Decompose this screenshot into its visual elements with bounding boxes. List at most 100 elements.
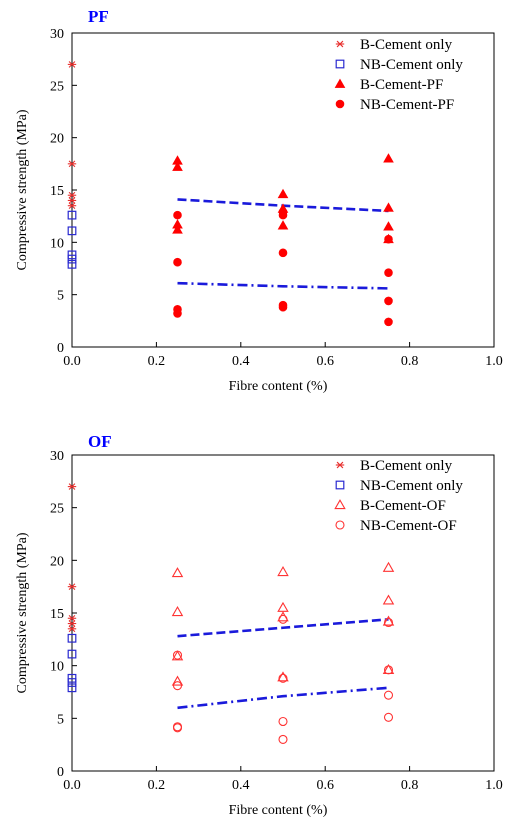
y-tick-label: 10 [50,660,64,675]
data-point [277,188,289,199]
data-point [383,690,394,700]
trend-line-dash-dot [177,686,389,710]
legend-label: B-Cement only [360,37,453,53]
data-point [277,671,289,682]
x-axis-label: Fibre content (%) [229,379,328,394]
data-point [278,716,288,727]
data-point [172,650,183,660]
data-point [382,615,395,626]
data-point [67,197,77,204]
data-point [67,625,77,633]
data-point [278,248,288,258]
data-point [172,681,183,691]
trend-line-dashed [177,618,389,638]
x-tick-label: 0.4 [232,354,250,369]
data-point [277,220,289,230]
x-tick-label: 0.2 [148,778,166,793]
legend-label: B-Cement-OF [360,498,446,514]
chart-panel-pf: 0 5 10 15 20 25 30 0.0 0.2 0.4 0.6 0.8 1.0 Fibre cont… [15,7,503,394]
legend-marker [335,520,345,530]
y-axis-label: Compressive strength (MPa) [15,109,30,270]
data-point [382,561,395,572]
data-point [67,191,77,199]
y-tick-label: 10 [50,236,64,251]
trend-line-dash-dot [177,281,389,290]
data-point [67,583,77,590]
data-point [67,259,77,269]
data-point [171,567,184,578]
data-point [384,317,393,327]
legend-marker [334,499,346,510]
data-point [67,61,77,68]
data-point [172,224,183,234]
data-point [278,614,288,624]
legend-label: NB-Cement only [360,478,463,494]
data-point [172,161,183,171]
data-point [173,257,182,267]
data-point [67,678,77,687]
panel-title: OF [88,432,112,451]
data-point [173,210,182,220]
data-point [171,606,184,617]
legend-marker [334,78,346,88]
x-tick-label: 0.6 [316,778,334,793]
data-point [172,723,183,733]
data-point [278,734,288,744]
legend-label: NB-Cement only [360,57,463,73]
data-point [67,483,77,490]
data-point [383,202,394,212]
data-point [278,302,288,312]
y-tick-label: 0 [57,765,64,780]
data-point [173,309,182,318]
x-tick-label: 0.6 [316,354,334,369]
data-point [384,296,393,306]
y-tick-label: 20 [50,554,64,569]
data-point [67,210,77,220]
x-tick-label: 1.0 [485,354,503,369]
x-tick-label: 0.0 [63,354,81,369]
x-tick-label: 1.0 [485,778,503,793]
legend-marker [335,461,345,469]
data-point [67,633,77,643]
legend-marker [335,40,345,48]
data-point [383,153,394,163]
data-point [383,665,394,675]
y-tick-label: 25 [50,502,64,517]
data-point [382,594,395,605]
x-tick-label: 0.0 [63,778,81,793]
y-tick-label: 25 [50,79,64,94]
data-point [67,620,77,627]
y-tick-label: 5 [57,712,64,727]
y-tick-label: 0 [57,341,64,356]
legend-label: NB-Cement-PF [360,97,454,113]
data-point [171,675,184,686]
data-point [277,601,289,612]
data-point [67,614,77,622]
data-point [171,650,184,661]
data-point [67,649,77,659]
data-point [67,160,77,168]
data-point [383,617,394,628]
y-tick-label: 30 [50,27,64,42]
y-tick-label: 30 [50,449,64,464]
chart-panel-of: 0 5 10 15 20 25 30 0.0 0.2 0.4 0.6 0.8 1.0 Fibre cont… [15,432,503,818]
y-axis-label: Compressive strength (MPa) [15,532,30,693]
data-point [384,268,393,277]
data-point [278,210,288,220]
data-point [277,566,289,577]
x-tick-label: 0.2 [148,354,166,369]
legend-marker [335,99,345,109]
legend-label: NB-Cement-OF [360,518,457,534]
y-tick-label: 15 [50,184,64,199]
data-point [67,226,77,236]
legend-label: B-Cement-PF [360,77,443,93]
x-tick-label: 0.8 [401,778,419,793]
x-axis-label: Fibre content (%) [229,803,328,818]
legend-marker [335,59,345,69]
data-point [67,202,77,210]
data-point [278,673,288,683]
data-point [383,221,394,231]
legend-marker [335,480,345,490]
y-tick-label: 15 [50,607,64,622]
